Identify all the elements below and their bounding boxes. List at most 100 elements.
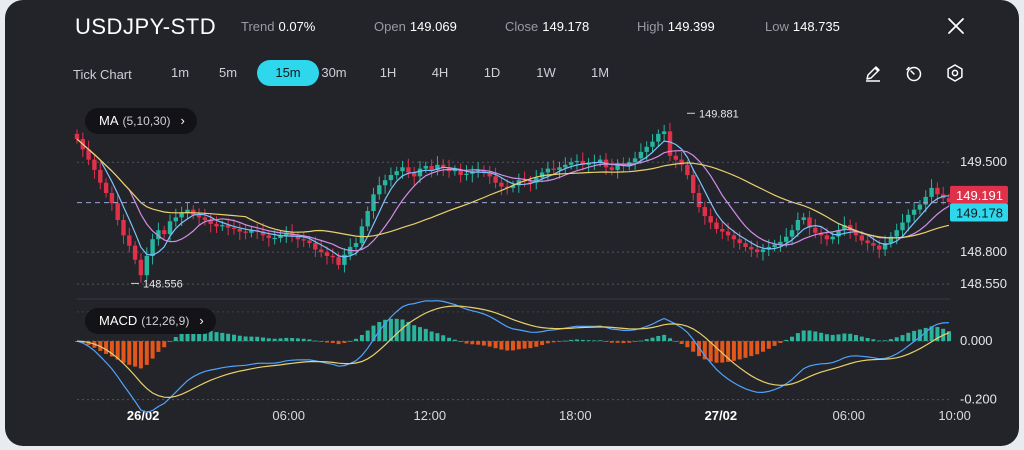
macd-histogram-bar bbox=[505, 341, 510, 351]
macd-histogram-bar bbox=[598, 340, 603, 342]
macd-histogram-bar bbox=[429, 331, 434, 342]
macd-histogram-bar bbox=[325, 341, 329, 343]
macd-histogram-bar bbox=[824, 334, 829, 342]
candle-body bbox=[714, 222, 719, 229]
candle-body bbox=[720, 229, 725, 232]
macd-histogram-bar bbox=[371, 325, 376, 342]
timeframe-30m[interactable]: 30m bbox=[321, 65, 347, 80]
price-chart[interactable]: 149.500 148.800 148.550 0.000 -0.200 26/02 06:… bbox=[5, 0, 1019, 446]
candle-body bbox=[539, 172, 545, 178]
close-icon[interactable] bbox=[945, 15, 967, 37]
candle-body bbox=[778, 241, 783, 245]
candle-body bbox=[760, 249, 766, 253]
candle-body bbox=[179, 212, 184, 218]
candle-body bbox=[225, 225, 231, 228]
candle-body bbox=[632, 158, 638, 163]
candle-body bbox=[725, 231, 731, 236]
macd-histogram-bar bbox=[609, 341, 614, 343]
candle-body bbox=[144, 255, 149, 276]
timer-icon[interactable] bbox=[904, 63, 924, 83]
macd-histogram-bar bbox=[650, 337, 655, 342]
timeframe-1H[interactable]: 1H bbox=[379, 65, 397, 80]
macd-histogram-bar bbox=[743, 341, 748, 358]
ma-indicator-pill[interactable]: MA (5,10,30) › bbox=[85, 108, 197, 134]
candle-body bbox=[609, 167, 614, 170]
candle-body bbox=[319, 249, 324, 253]
time-tick-label: 06:00 bbox=[272, 408, 305, 423]
candle-body bbox=[574, 160, 580, 163]
macd-histogram-bar bbox=[418, 327, 422, 342]
timeframe-1m[interactable]: 1m bbox=[170, 65, 190, 80]
macd-histogram-bar bbox=[359, 335, 364, 342]
macd-histogram-bar bbox=[127, 341, 132, 365]
candle-body bbox=[109, 193, 115, 204]
candle-body bbox=[871, 243, 876, 246]
candle-body bbox=[243, 231, 248, 233]
low-marker-label: 148.556 bbox=[143, 278, 183, 290]
macd-histogram-bar bbox=[348, 340, 353, 342]
candle-body bbox=[551, 168, 556, 170]
macd-histogram-bar bbox=[522, 341, 527, 349]
candle-body bbox=[382, 180, 388, 186]
macd-histogram-bar bbox=[290, 338, 295, 342]
macd-histogram-bar bbox=[330, 341, 335, 343]
candle-body bbox=[406, 167, 411, 173]
stat-open: Open 149.069 bbox=[374, 19, 457, 34]
tick-chart-button[interactable]: Tick Chart bbox=[73, 67, 132, 82]
candle-body bbox=[330, 255, 335, 258]
candle-body bbox=[173, 217, 178, 222]
stat-high: High 149.399 bbox=[637, 19, 715, 34]
pencil-icon[interactable] bbox=[863, 63, 883, 83]
candle-body bbox=[272, 237, 277, 240]
timeframe-15m[interactable]: 15m bbox=[257, 60, 319, 86]
price-tick-label: 148.800 bbox=[960, 244, 1007, 259]
candle-body bbox=[859, 235, 864, 241]
candle-body bbox=[394, 171, 399, 176]
macd-histogram-bar bbox=[191, 329, 196, 342]
macd-histogram-bar bbox=[342, 341, 347, 343]
macd-histogram-bar bbox=[487, 341, 492, 347]
timeframe-4H[interactable]: 4H bbox=[431, 65, 449, 80]
candle-body bbox=[656, 133, 661, 142]
candle-body bbox=[353, 243, 359, 247]
macd-histogram-bar bbox=[894, 337, 899, 342]
candle-body bbox=[214, 223, 219, 227]
candle-body bbox=[836, 230, 841, 237]
macd-histogram-bar bbox=[499, 341, 504, 350]
macd-histogram-bar bbox=[208, 330, 213, 342]
candle-body bbox=[481, 169, 487, 173]
candle-body bbox=[894, 230, 899, 237]
settings-icon[interactable] bbox=[945, 63, 965, 83]
timeframe-1W[interactable]: 1W bbox=[536, 65, 556, 80]
candle-body bbox=[691, 175, 696, 193]
candle-body bbox=[510, 185, 516, 188]
macd-histogram-bar bbox=[406, 321, 411, 342]
macd-histogram-bar bbox=[679, 341, 684, 344]
candle-body bbox=[667, 131, 673, 156]
candle-body bbox=[458, 169, 463, 175]
candle-body bbox=[568, 162, 574, 165]
candle-body bbox=[557, 167, 562, 170]
candle-body bbox=[784, 236, 789, 242]
candle-body bbox=[115, 203, 120, 220]
candle-body bbox=[377, 185, 382, 195]
time-tick-label: 26/02 bbox=[127, 408, 160, 423]
macd-histogram-bar bbox=[435, 333, 440, 342]
macd-histogram-bar bbox=[464, 341, 469, 344]
candle-body bbox=[336, 257, 341, 265]
macd-histogram-bar bbox=[109, 341, 114, 357]
candle-body bbox=[696, 193, 702, 208]
candle-body bbox=[650, 141, 655, 147]
macd-indicator-pill[interactable]: MACD (12,26,9) › bbox=[85, 308, 216, 334]
timeframe-5m[interactable]: 5m bbox=[218, 65, 238, 80]
timeframe-1D[interactable]: 1D bbox=[483, 65, 501, 80]
price-badge bbox=[950, 185, 1008, 204]
macd-histogram-bar bbox=[906, 332, 911, 342]
macd-histogram-bar bbox=[168, 341, 172, 342]
macd-histogram-bar bbox=[714, 341, 719, 363]
candle-body bbox=[301, 239, 306, 241]
macd-histogram-bar bbox=[807, 330, 812, 342]
candle-body bbox=[900, 222, 905, 231]
timeframe-1M[interactable]: 1M bbox=[590, 65, 610, 80]
candle-body bbox=[359, 226, 365, 244]
